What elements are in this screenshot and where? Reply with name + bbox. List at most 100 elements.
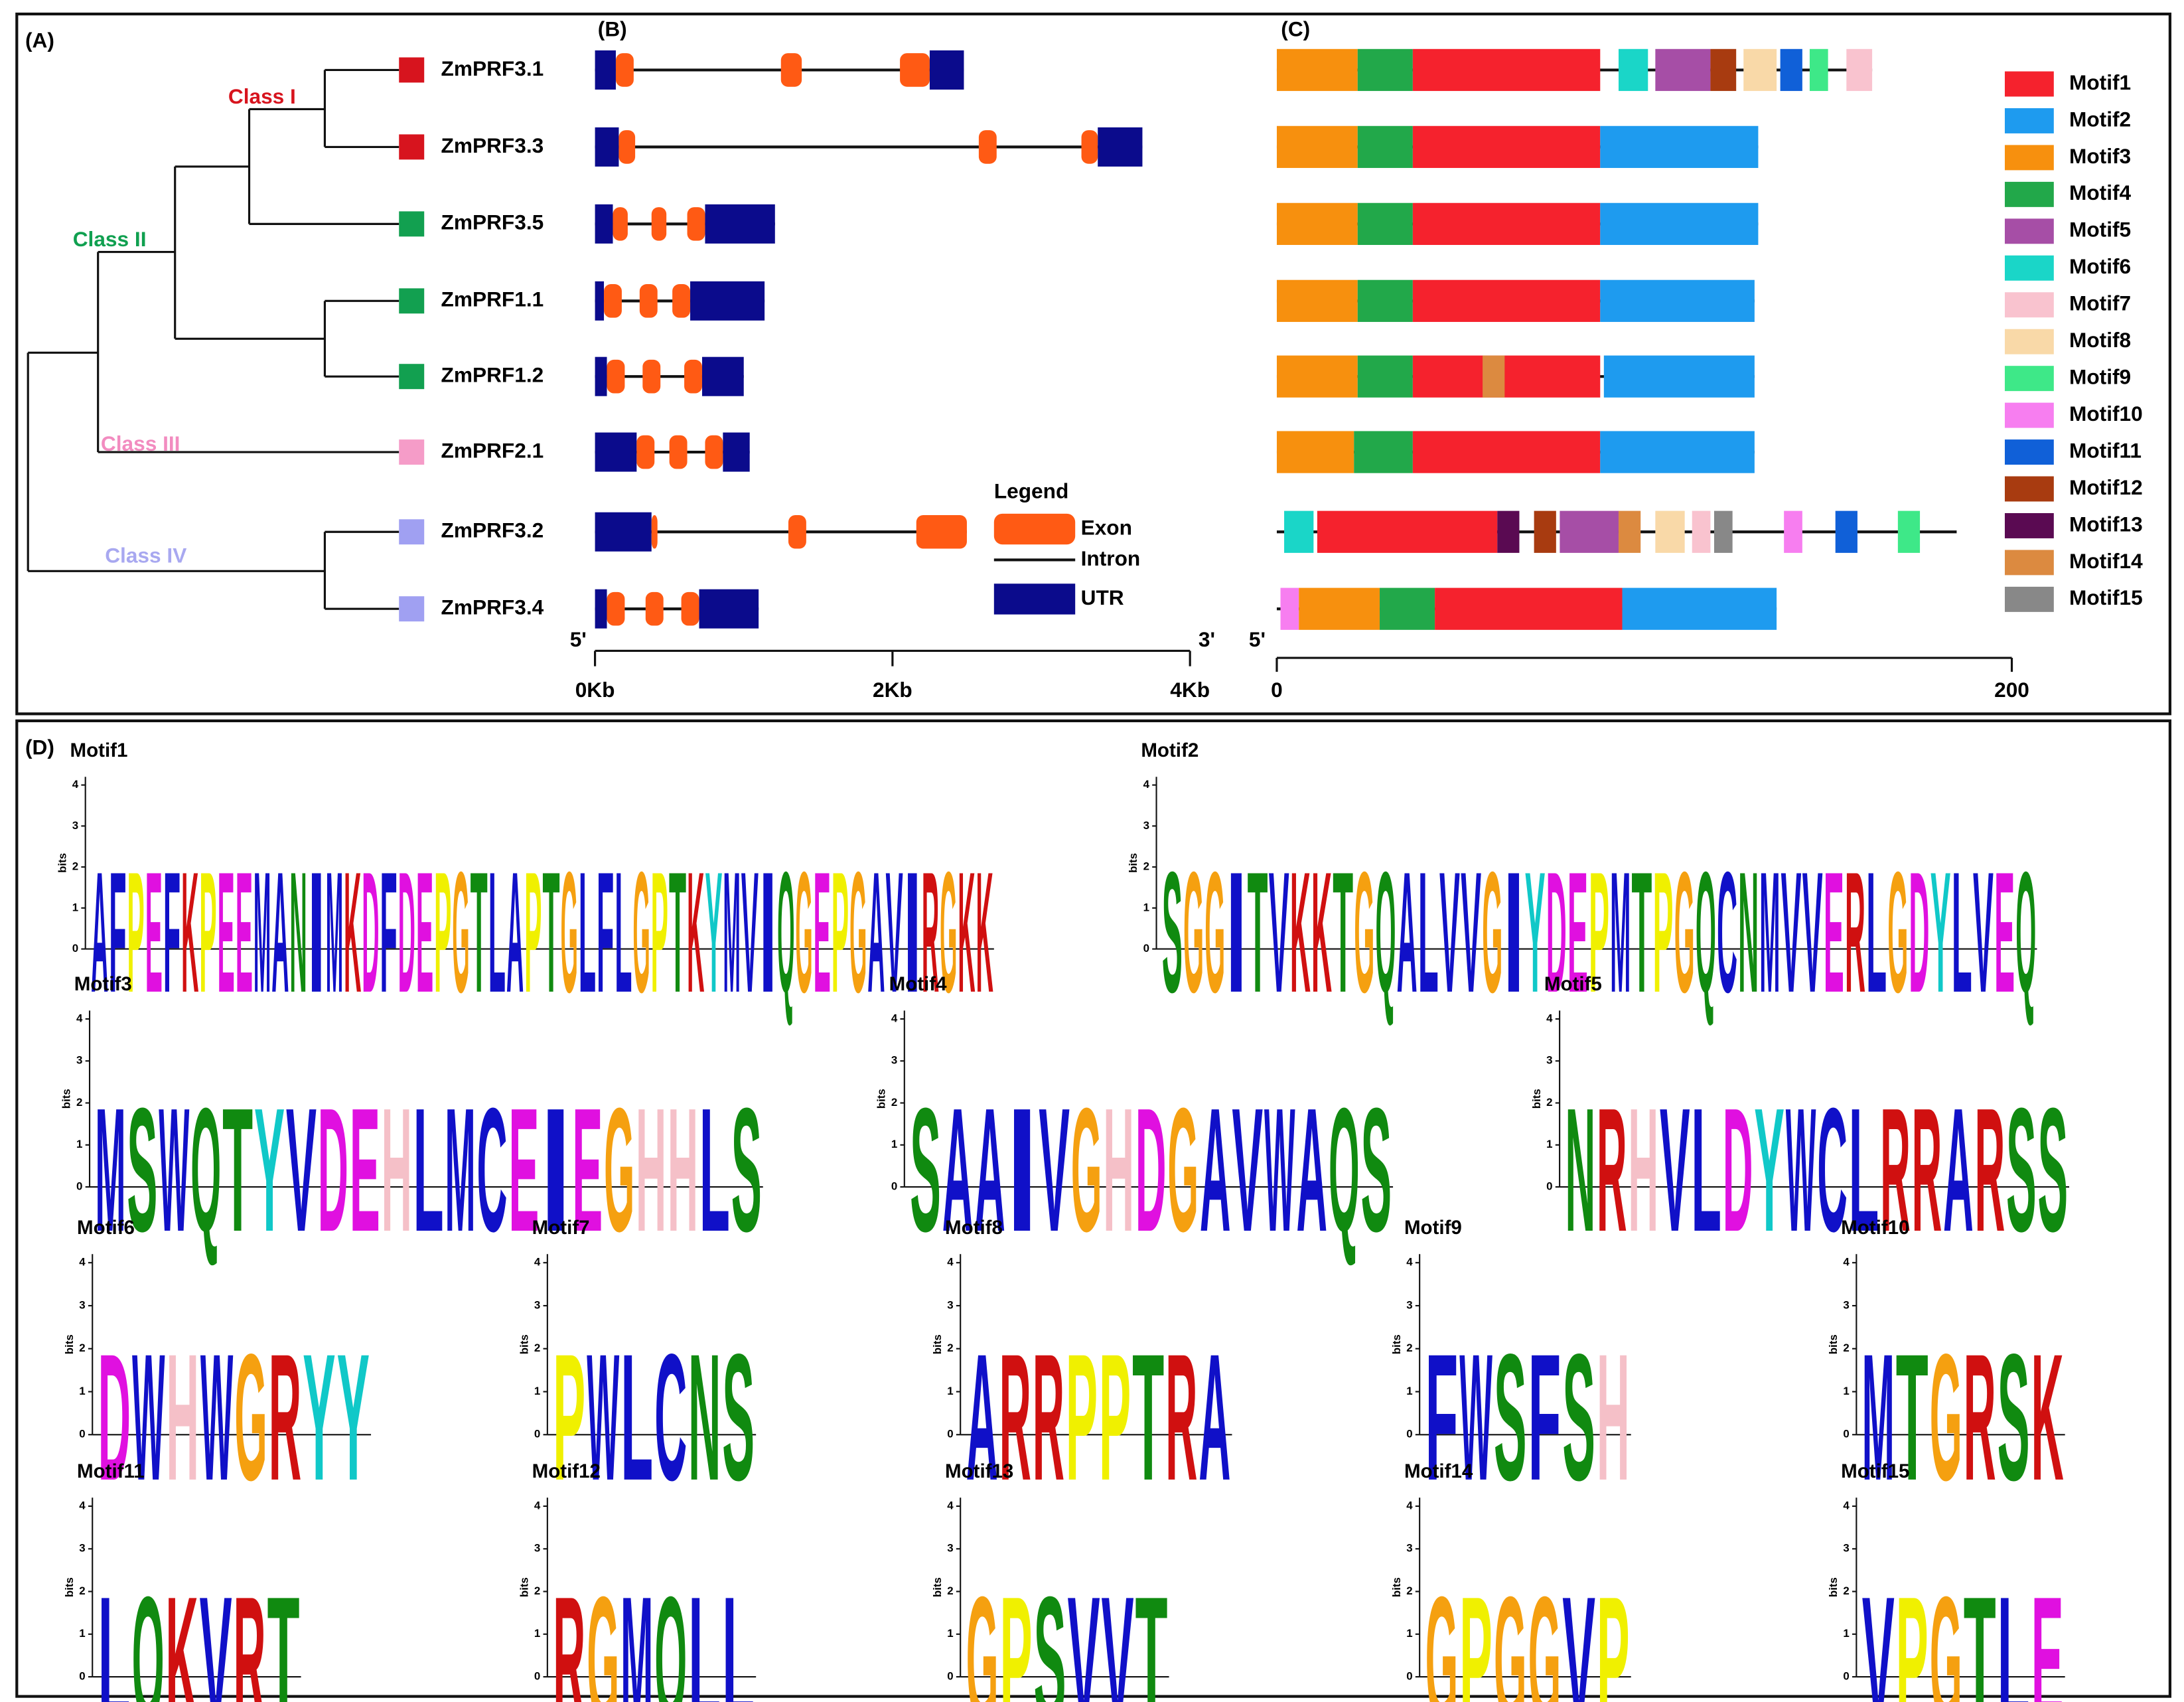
- logo-letter: D: [1723, 1071, 1753, 1269]
- logo-letter: I: [1504, 836, 1524, 1028]
- logo-letter: F: [163, 836, 181, 1028]
- logo-letter: D: [398, 836, 415, 1028]
- logo-letter: G: [452, 836, 469, 1028]
- legend-swatch: [2004, 550, 2054, 576]
- logo-letter: K: [1290, 836, 1311, 1028]
- utr: [595, 127, 619, 167]
- utr: [595, 589, 607, 629]
- logo-tick-label: 3: [947, 1298, 953, 1311]
- logo-letter: K: [344, 836, 361, 1028]
- logo-letter: V: [1562, 1560, 1595, 1702]
- panel-label: (D): [25, 735, 54, 759]
- tick-label: 4Kb: [1170, 678, 1210, 702]
- logo-letter: S: [1494, 1316, 1527, 1518]
- motif-box: [1603, 355, 1755, 398]
- logo-letter: Y: [705, 836, 722, 1028]
- class-marker: [399, 364, 425, 390]
- utr: [690, 281, 765, 321]
- logo-letter: G: [587, 1560, 619, 1702]
- logo-letter: L: [1952, 836, 1972, 1028]
- logo-letter: V: [1439, 836, 1460, 1028]
- logo-letter: M: [254, 836, 271, 1028]
- logo-letter: L: [579, 836, 596, 1028]
- logo-tick-label: 3: [72, 819, 78, 832]
- logo-letter: E: [572, 1071, 603, 1269]
- logo-ylabel: bits: [931, 1577, 944, 1597]
- logo-letter: L: [1998, 1560, 2030, 1702]
- logo-letter: K: [181, 836, 198, 1028]
- logo-letter: Y: [1930, 836, 1951, 1028]
- logo-tick-label: 0: [947, 1428, 953, 1440]
- logo-letter: R: [1975, 1071, 2005, 1269]
- logo-tick-label: 4: [1406, 1499, 1413, 1511]
- logo-tick-label: 1: [1406, 1385, 1412, 1397]
- motif-box: [1412, 202, 1601, 245]
- logo-tick-label: 0: [1406, 1670, 1412, 1683]
- logo-letter: V: [1039, 1071, 1070, 1269]
- exon: [978, 130, 997, 164]
- logo-letter: K: [976, 836, 993, 1028]
- motif-box: [1692, 510, 1711, 553]
- logo-letter: R: [1165, 1316, 1197, 1518]
- exon: [681, 591, 699, 626]
- exon: [636, 435, 655, 469]
- logo-letter: S: [1034, 1560, 1066, 1702]
- logo-letter: I: [308, 836, 325, 1028]
- motif-box: [1276, 355, 1358, 398]
- logo-letter: N: [1738, 836, 1759, 1028]
- logo-title: Motif10: [1841, 1217, 1909, 1239]
- logo-tick-label: 3: [1843, 1542, 1849, 1555]
- logo-tick-label: 1: [79, 1627, 85, 1640]
- motif-box: [1412, 48, 1601, 92]
- logo-letter: L: [688, 1560, 721, 1702]
- logo-letter: R: [1845, 836, 1865, 1028]
- logo-tick-label: 1: [534, 1627, 540, 1640]
- logo-letter: L: [488, 836, 506, 1028]
- logo-letter: E: [508, 1071, 539, 1269]
- logo-tick-label: 4: [534, 1256, 541, 1269]
- legend-label: Motif14: [2069, 549, 2143, 573]
- logo-letter: L: [1691, 1071, 1721, 1269]
- panel-label: (B): [598, 17, 627, 41]
- logo-letter: T: [471, 836, 488, 1028]
- logo-letter: R: [1964, 1316, 1996, 1518]
- class-marker: [399, 596, 425, 622]
- logo-letter: C: [1817, 1071, 1848, 1269]
- legend-label: Motif11: [2069, 438, 2142, 462]
- logo-letter: G: [1183, 836, 1204, 1028]
- logo-letter: V: [1068, 1560, 1100, 1702]
- logo-letter: P: [651, 836, 668, 1028]
- class-marker: [399, 134, 425, 160]
- legend-label: Motif2: [2069, 107, 2131, 131]
- motif-box: [1622, 587, 1777, 630]
- logo-tick-label: 4: [1843, 1256, 1850, 1269]
- logo-letter: V: [1862, 1560, 1895, 1702]
- motif-box: [1600, 279, 1755, 322]
- logo-tick-label: 3: [1406, 1542, 1412, 1555]
- logo-letter: E: [350, 1071, 380, 1269]
- logo-letter: G: [561, 836, 578, 1028]
- legend-swatch: [2004, 439, 2054, 465]
- logo-tick-label: 2: [1406, 1585, 1412, 1597]
- logo-tick-label: 3: [534, 1542, 540, 1555]
- legend-label: Motif7: [2069, 291, 2131, 315]
- logo-tick-label: 2: [79, 1585, 85, 1597]
- logo-tick-label: 4: [79, 1499, 86, 1511]
- legend-label: Motif9: [2069, 365, 2131, 389]
- logo-ylabel: bits: [60, 1089, 73, 1109]
- motif-box: [1560, 510, 1619, 553]
- logo-letter: S: [1162, 836, 1183, 1028]
- logo-letter: M: [445, 1071, 476, 1269]
- five-prime: 5': [1249, 627, 1266, 651]
- logo-letter: D: [1135, 1071, 1167, 1269]
- motif-box: [1276, 202, 1358, 245]
- logo-letter: G: [940, 836, 957, 1028]
- logo-tick-label: 3: [1406, 1298, 1412, 1311]
- class-label: Class II: [73, 227, 147, 251]
- logo-ylabel: bits: [63, 1334, 76, 1354]
- logo-letter: R: [1597, 1071, 1627, 1269]
- logo-letter: P: [1066, 1316, 1098, 1518]
- logo-letter: H: [1103, 1071, 1134, 1269]
- logo-ylabel: bits: [1390, 1577, 1403, 1597]
- logo-letter: G: [1425, 1560, 1459, 1702]
